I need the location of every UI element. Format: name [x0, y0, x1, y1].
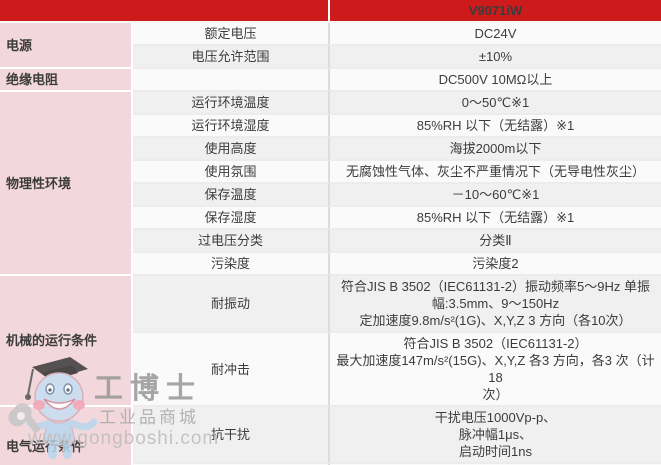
header-row: V9071iW	[0, 0, 661, 23]
table-row: 物理性环境 运行环境温度 0～50℃※1	[0, 92, 661, 276]
table-row: 使用氛围 无腐蚀性气体、灰尘不严重情况下（无导电性灰尘）	[0, 161, 661, 184]
spec-label: 额定电压	[133, 23, 330, 46]
table-row: 运行环境湿度 85%RH 以下（无结露）※1	[0, 115, 661, 138]
spec-value: 分类Ⅱ	[330, 230, 661, 253]
table-row: 绝缘电阻 DC500V 10MΩ以上	[0, 69, 661, 92]
table-row: 耐冲击 符合JIS B 3502（IEC61131-2） 最大加速度147m/s…	[0, 333, 661, 407]
category-power: 电源	[0, 23, 133, 69]
spec-label: 过电压分类	[133, 230, 330, 253]
table-row: 污染度 污染度2	[0, 253, 661, 276]
spec-value: 污染度2	[330, 253, 661, 276]
spec-value: DC24V	[330, 23, 661, 46]
table-row: 电气运行条件 抗干扰 干扰电压1000Vp-p、 脉冲幅1μs、 启动时间1ns	[0, 407, 661, 465]
table-row: 过电压分类 分类Ⅱ	[0, 230, 661, 253]
spec-label: 使用氛围	[133, 161, 330, 184]
spec-label: 使用高度	[133, 138, 330, 161]
spec-value: 85%RH 以下（无结露）※1	[330, 115, 661, 138]
spec-value: ±10%	[330, 46, 661, 69]
spec-value: 符合JIS B 3502（IEC61131-2）振动频率5～9Hz 单振 幅:3…	[330, 276, 661, 333]
product-name-header: V9071iW	[330, 0, 661, 23]
spec-label: 抗干扰	[133, 407, 330, 464]
spec-value: DC500V 10MΩ以上	[330, 69, 661, 92]
category-insulation: 绝缘电阻	[0, 69, 133, 92]
spec-label: 电压允许范围	[133, 46, 330, 69]
spec-label: 耐振动	[133, 276, 330, 333]
spec-value: －10～60℃※1	[330, 184, 661, 207]
category-physical-env: 物理性环境	[0, 92, 133, 276]
spec-label: 污染度	[133, 253, 330, 276]
spec-label: 耐冲击	[133, 333, 330, 407]
spec-value: 无腐蚀性气体、灰尘不严重情况下（无导电性灰尘）	[330, 161, 661, 184]
table-row: 保存温度 －10～60℃※1	[0, 184, 661, 207]
table-row: 保存湿度 85%RH 以下（无结露）※1	[0, 207, 661, 230]
spec-value: 符合JIS B 3502（IEC61131-2） 最大加速度147m/s²(15…	[330, 333, 661, 407]
category-electrical: 电气运行条件	[0, 407, 133, 465]
table-row: 电压允许范围 ±10%	[0, 46, 661, 69]
spec-value: 干扰电压1000Vp-p、 脉冲幅1μs、 启动时间1ns	[330, 407, 661, 464]
table-row: 使用高度 海拔2000m以下	[0, 138, 661, 161]
spec-label	[133, 69, 330, 92]
spec-label: 运行环境温度	[133, 92, 330, 115]
category-mechanical: 机械的运行条件	[0, 276, 133, 407]
header-spacer	[0, 0, 330, 23]
spec-label: 运行环境湿度	[133, 115, 330, 138]
table-row: 机械的运行条件 耐振动 符合JIS B 3502（IEC61131-2）振动频率…	[0, 276, 661, 407]
spec-label: 保存湿度	[133, 207, 330, 230]
spec-label: 保存温度	[133, 184, 330, 207]
spec-value: 0～50℃※1	[330, 92, 661, 115]
table-row: 电源 额定电压 DC24V	[0, 23, 661, 69]
spec-value: 85%RH 以下（无结露）※1	[330, 207, 661, 230]
spec-value: 海拔2000m以下	[330, 138, 661, 161]
